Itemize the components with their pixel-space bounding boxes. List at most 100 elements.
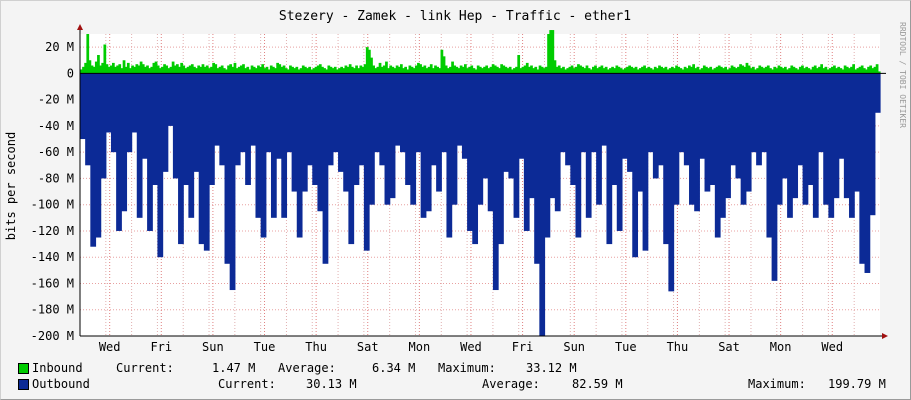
inbound-bar xyxy=(201,64,205,74)
inbound-bar xyxy=(777,65,781,74)
inbound-bar xyxy=(286,69,290,74)
inbound-bar xyxy=(734,68,738,74)
outbound-bar xyxy=(363,73,370,251)
outbound-bar xyxy=(301,73,308,192)
inbound-bar xyxy=(348,64,352,74)
outbound-bar xyxy=(121,73,128,212)
inbound-bar xyxy=(299,68,303,74)
inbound-bar xyxy=(611,66,614,74)
outbound-bar xyxy=(85,73,91,166)
outbound-bar xyxy=(647,73,654,153)
outbound-bar xyxy=(116,73,122,231)
inbound-bar xyxy=(434,65,437,74)
inbound-bar xyxy=(397,66,401,74)
outbound-bar xyxy=(534,73,540,264)
inbound-bar xyxy=(643,65,646,74)
inbound-bar xyxy=(619,68,623,74)
outbound-bar xyxy=(162,73,169,172)
inbound-bar xyxy=(690,66,693,74)
inbound-swatch xyxy=(18,363,29,374)
inbound-bar xyxy=(705,66,708,74)
outbound-bar xyxy=(678,73,685,153)
outbound-bar xyxy=(503,73,509,172)
inbound-bar xyxy=(199,66,203,74)
inbound-bar xyxy=(696,66,700,74)
legend-outbound-current-label: Current: xyxy=(218,377,276,391)
inbound-bar xyxy=(308,66,311,74)
inbound-bar xyxy=(88,60,92,74)
outbound-bar xyxy=(518,73,525,159)
inbound-bar xyxy=(291,66,294,74)
inbound-bar xyxy=(540,66,544,74)
inbound-bar xyxy=(545,66,548,74)
outbound-bar xyxy=(374,73,380,153)
inbound-bar xyxy=(92,66,96,74)
inbound-bar xyxy=(604,66,608,74)
outbound-bar xyxy=(369,73,375,205)
inbound-bar xyxy=(331,68,335,74)
x-tick-label: Thu xyxy=(667,340,689,354)
inbound-bar xyxy=(626,66,629,74)
inbound-bar xyxy=(483,66,486,74)
x-tick-label: Sat xyxy=(357,340,379,354)
inbound-bar xyxy=(547,34,550,74)
inbound-bar xyxy=(90,65,94,74)
inbound-bar xyxy=(272,66,275,74)
outbound-bar xyxy=(126,73,133,153)
outbound-bar xyxy=(317,73,324,212)
inbound-bar xyxy=(681,69,685,74)
inbound-bar xyxy=(822,68,826,74)
inbound-bar xyxy=(427,66,431,74)
inbound-bar xyxy=(306,68,309,74)
inbound-bar xyxy=(574,66,578,74)
inbound-bar xyxy=(105,64,109,74)
inbound-bar xyxy=(592,66,595,74)
outbound-bar xyxy=(270,73,277,218)
inbound-bar xyxy=(370,57,373,74)
inbound-bar xyxy=(112,62,115,74)
legend-inbound-average: 6.34 M xyxy=(372,361,416,375)
outbound-bar xyxy=(668,73,675,292)
inbound-bar xyxy=(528,66,531,74)
legend-inbound-maximum-label: Maximum: xyxy=(438,361,496,375)
outbound-bar xyxy=(105,73,112,133)
inbound-bar xyxy=(538,65,542,74)
inbound-bar xyxy=(327,65,331,74)
legend-outbound-maximum: 199.79 M xyxy=(828,377,886,391)
outbound-bar xyxy=(637,73,644,192)
outbound-bar xyxy=(276,73,282,159)
outbound-bar xyxy=(472,73,479,245)
inbound-bar xyxy=(385,61,388,74)
inbound-bar xyxy=(197,65,201,74)
inbound-bar xyxy=(745,62,749,74)
inbound-bar xyxy=(186,66,190,74)
inbound-bar xyxy=(801,65,804,74)
outbound-bar xyxy=(260,73,267,238)
inbound-bar xyxy=(154,61,158,74)
outbound-bar xyxy=(869,73,876,216)
inbound-bar xyxy=(408,65,412,74)
inbound-bar xyxy=(323,68,326,74)
outbound-bar xyxy=(596,73,602,205)
outbound-bar xyxy=(730,73,737,166)
x-tick-label: Wed xyxy=(821,340,843,354)
outbound-bar xyxy=(745,73,752,192)
inbound-bar xyxy=(297,69,301,74)
outbound-bar xyxy=(766,73,773,238)
inbound-bar xyxy=(342,68,346,74)
y-axis-arrow xyxy=(77,24,83,30)
inbound-bar xyxy=(355,65,358,74)
outbound-bar xyxy=(90,73,97,247)
inbound-bar xyxy=(670,66,674,74)
inbound-bar xyxy=(694,68,698,74)
inbound-bar xyxy=(372,65,375,74)
y-tick-label: -160 M xyxy=(31,276,74,290)
inbound-bar xyxy=(553,60,557,74)
inbound-bar xyxy=(485,65,489,74)
outbound-swatch xyxy=(18,379,29,390)
inbound-bar xyxy=(624,68,627,74)
outbound-bar xyxy=(508,73,515,179)
outbound-bar xyxy=(652,73,659,179)
inbound-bar xyxy=(555,66,559,74)
